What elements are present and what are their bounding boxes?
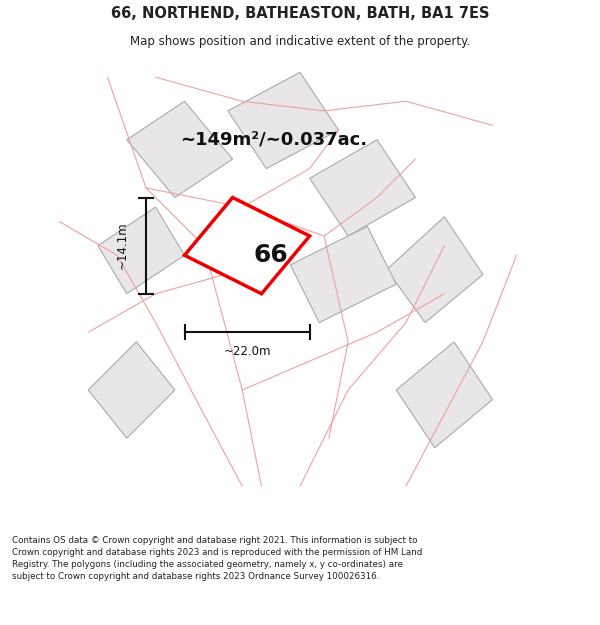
- Polygon shape: [290, 226, 396, 322]
- Polygon shape: [185, 198, 310, 294]
- Polygon shape: [228, 72, 338, 169]
- Polygon shape: [98, 207, 185, 294]
- Polygon shape: [396, 342, 493, 447]
- Text: ~22.0m: ~22.0m: [223, 345, 271, 358]
- Polygon shape: [386, 217, 483, 322]
- Text: ~149m²/~0.037ac.: ~149m²/~0.037ac.: [179, 131, 367, 149]
- Text: Map shows position and indicative extent of the property.: Map shows position and indicative extent…: [130, 35, 470, 48]
- Polygon shape: [88, 342, 175, 438]
- Polygon shape: [127, 101, 233, 198]
- Text: 66, NORTHEND, BATHEASTON, BATH, BA1 7ES: 66, NORTHEND, BATHEASTON, BATH, BA1 7ES: [111, 6, 489, 21]
- Text: 66: 66: [254, 243, 289, 268]
- Text: ~14.1m: ~14.1m: [115, 222, 128, 269]
- Text: Contains OS data © Crown copyright and database right 2021. This information is : Contains OS data © Crown copyright and d…: [12, 536, 422, 581]
- Polygon shape: [310, 140, 415, 236]
